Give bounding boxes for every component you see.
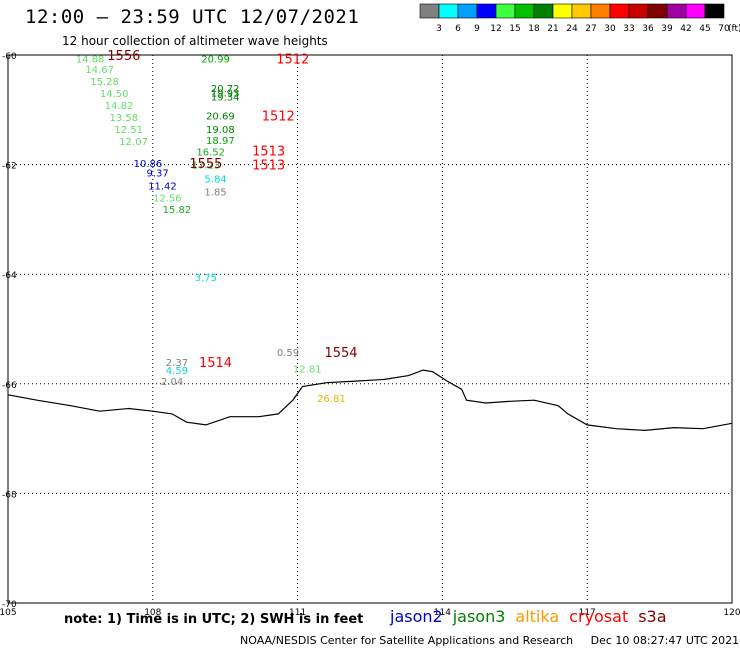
time-label: 1555 (189, 157, 222, 172)
wave-height-label: 19.08 (206, 125, 235, 136)
grid-lines (7, 54, 733, 604)
wave-height-label: 11.42 (148, 181, 177, 192)
colorbar-label: 39 (661, 24, 673, 34)
colorbar-label: 36 (642, 24, 654, 34)
y-tick-label: -64 (2, 271, 17, 281)
wave-height-label: 14.50 (100, 89, 129, 100)
wave-height-label: 26.81 (317, 394, 346, 405)
wave-height-label: 1.85 (204, 187, 226, 198)
colorbar-label: 27 (585, 24, 596, 34)
wave-height-label: 5.84 (204, 174, 226, 185)
colorbar-label: 15 (509, 24, 520, 34)
colorbar-label: 45 (699, 24, 710, 34)
wave-height-label: 15.82 (163, 205, 192, 216)
wave-height-label: 20.72 (211, 84, 240, 95)
x-tick-label: 114 (434, 608, 451, 618)
colorbar-label: 21 (547, 24, 558, 34)
wave-height-label: 10.86 (134, 159, 163, 170)
axis-tick-labels: 105 108 111 114 117 120 -60 -62 -64 -66 -68 -70 (0, 52, 740, 618)
time-label: 1514 (199, 356, 232, 371)
colorbar-label: 33 (623, 24, 634, 34)
wave-height-label: 2.04 (161, 377, 183, 388)
coastline (7, 369, 733, 432)
wave-height-label: 4.59 (166, 366, 188, 377)
y-tick-label: -62 (2, 162, 17, 172)
satellite-legend-cryosat: cryosat (569, 607, 629, 626)
wave-height-label: 15.28 (90, 77, 119, 88)
wave-height-label: 12.81 (293, 364, 322, 375)
data-labels: 14.8814.6715.2814.5014.8213.5812.5112.07… (76, 54, 346, 405)
wave-height-label: 17.23 (192, 161, 221, 172)
colorbar-label: 6 (455, 24, 461, 34)
time-label: 1512 (262, 109, 295, 124)
chart-subtitle: 12 hour collection of altimeter wave hei… (62, 34, 328, 48)
wave-height-label: 13.58 (110, 113, 139, 124)
x-tick-label: 105 (0, 608, 17, 618)
time-label: 1512 (276, 52, 309, 67)
colorbar-label: 18 (528, 24, 540, 34)
wave-height-label: 19.93 (211, 88, 240, 99)
colorbar-label: 42 (680, 24, 691, 34)
satellite-legend-jason3: jason3 (452, 607, 506, 626)
satellite-legend-s3a: s3a (638, 607, 667, 626)
wave-height-label: 14.82 (105, 101, 134, 112)
time-label: 1513 (252, 144, 285, 159)
time-label: 1513 (252, 159, 285, 174)
x-tick-label: 120 (723, 608, 740, 618)
wave-height-label: 16.52 (196, 147, 225, 158)
colorbar-label: 24 (566, 24, 578, 34)
colorbar-label: 3 (436, 24, 442, 34)
wave-height-label: 14.88 (76, 54, 105, 65)
x-tick-label: 117 (579, 608, 596, 618)
time-label: 1556 (107, 49, 140, 64)
y-tick-label: -70 (2, 600, 17, 610)
y-tick-label: -68 (2, 490, 17, 500)
wave-height-label: 12.51 (114, 125, 143, 136)
colorbar-label: 12 (490, 24, 501, 34)
wave-height-label: 14.67 (85, 65, 114, 76)
plot-frame (7, 54, 733, 604)
colorbar-swatch (704, 3, 725, 19)
colorbar-unit: (ft) (728, 24, 740, 34)
x-tick-label: 108 (144, 608, 161, 618)
wave-height-label: 9.37 (146, 168, 168, 179)
footer-credit: NOAA/NESDIS Center for Satellite Applica… (240, 634, 739, 647)
satellite-legend: jason2 jason3 altika cryosat s3a (390, 607, 677, 626)
wave-height-label: 18.97 (206, 136, 235, 147)
satellite-legend-altika: altika (515, 607, 560, 626)
colorbar-label: 9 (474, 24, 480, 34)
wave-height-label: 12.07 (119, 137, 148, 148)
footer-note: note: 1) Time is in UTC; 2) SWH is in fe… (64, 612, 364, 627)
x-tick-label: 111 (289, 608, 306, 618)
wave-height-label: 20.99 (201, 54, 230, 65)
colorbar-label: 70 (718, 24, 730, 34)
wave-height-label: 2.37 (166, 358, 188, 369)
wave-height-label: 20.69 (206, 111, 235, 122)
chart-title: 12:00 – 23:59 UTC 12/07/2021 (25, 6, 360, 28)
wave-height-label: 12.56 (153, 193, 182, 204)
credit-text: NOAA/NESDIS Center for Satellite Applica… (240, 634, 574, 647)
wave-height-label: 19.34 (211, 93, 240, 104)
colorbar-label: 30 (604, 24, 616, 34)
satellite-legend-jason2: jason2 (390, 607, 443, 626)
y-tick-label: -66 (2, 381, 17, 391)
time-label: 1554 (324, 346, 357, 361)
credit-timestamp: Dec 10 08:27:47 UTC 2021 (590, 634, 740, 647)
y-tick-label: -60 (2, 52, 17, 62)
wave-height-label: 0.59 (277, 348, 299, 359)
wave-height-label: 3.75 (195, 273, 217, 284)
